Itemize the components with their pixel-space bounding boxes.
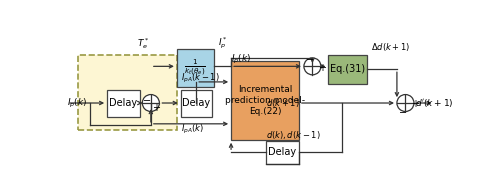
Text: $I_p(k)$: $I_p(k)$ bbox=[231, 53, 252, 66]
Text: $T_e^*$: $T_e^*$ bbox=[138, 36, 149, 50]
Text: $d'(k+1)$: $d'(k+1)$ bbox=[415, 97, 454, 109]
Ellipse shape bbox=[304, 58, 321, 75]
Text: $\Delta d(k+1)$: $\Delta d(k+1)$ bbox=[372, 41, 410, 53]
Text: $+$: $+$ bbox=[318, 62, 328, 73]
Text: $d(k),d(k-1)$: $d(k),d(k-1)$ bbox=[266, 129, 320, 141]
Text: Delay: Delay bbox=[110, 98, 138, 108]
Text: Eq.(31): Eq.(31) bbox=[330, 64, 365, 74]
Text: $I_p(k)$: $I_p(k)$ bbox=[67, 96, 87, 110]
Text: $\frac{1}{k_t(\theta_e)}$: $\frac{1}{k_t(\theta_e)}$ bbox=[184, 58, 206, 78]
Text: $-$: $-$ bbox=[305, 53, 314, 63]
Text: $I_p^*$: $I_p^*$ bbox=[218, 35, 227, 51]
FancyBboxPatch shape bbox=[231, 60, 299, 140]
Text: Delay: Delay bbox=[182, 98, 210, 108]
FancyBboxPatch shape bbox=[107, 90, 140, 117]
Text: $-$: $-$ bbox=[398, 106, 407, 116]
FancyBboxPatch shape bbox=[78, 55, 177, 130]
Ellipse shape bbox=[397, 94, 414, 112]
FancyBboxPatch shape bbox=[180, 90, 212, 117]
Text: $I_{pA}(k-1)$: $I_{pA}(k-1)$ bbox=[180, 72, 220, 85]
Ellipse shape bbox=[142, 94, 160, 112]
FancyBboxPatch shape bbox=[328, 55, 366, 84]
Text: $I_{pA}(k)$: $I_{pA}(k)$ bbox=[180, 123, 204, 136]
Text: Delay: Delay bbox=[268, 147, 296, 157]
Text: $-$: $-$ bbox=[142, 94, 152, 104]
Text: $+$: $+$ bbox=[412, 98, 420, 109]
FancyBboxPatch shape bbox=[266, 141, 299, 164]
Text: $+$: $+$ bbox=[152, 101, 161, 113]
FancyBboxPatch shape bbox=[177, 49, 214, 87]
Text: $d(k+1)$: $d(k+1)$ bbox=[266, 97, 300, 109]
Text: Incremental
prediction model-
Eq.(22): Incremental prediction model- Eq.(22) bbox=[225, 84, 305, 116]
